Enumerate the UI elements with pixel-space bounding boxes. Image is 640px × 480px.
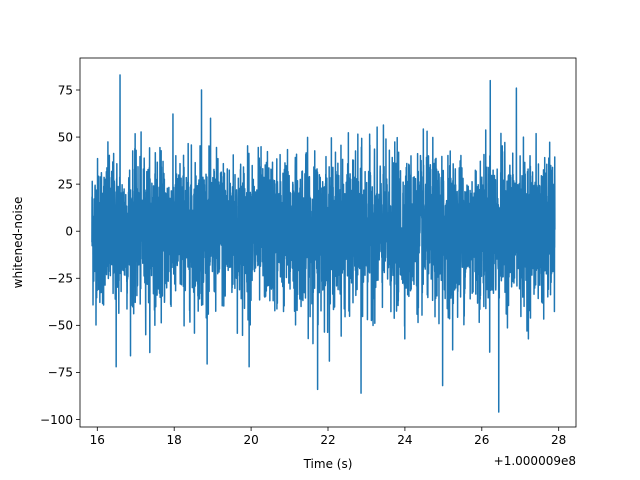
- y-tick-label: 50: [58, 130, 73, 144]
- x-tick-label: 22: [320, 433, 335, 447]
- x-axis-label: Time (s): [303, 457, 353, 471]
- x-axis-ticks: 16 18 20 22 24 26 28: [90, 427, 566, 447]
- x-tick-label: 20: [243, 433, 258, 447]
- y-tick-label: −75: [48, 366, 73, 380]
- x-tick-label: 26: [474, 433, 489, 447]
- x-tick-label: 28: [551, 433, 566, 447]
- noise-series-line: [91, 74, 556, 413]
- x-tick-label: 24: [397, 433, 412, 447]
- y-axis-label: whitened-noise: [11, 197, 25, 289]
- y-tick-label: 0: [65, 225, 73, 239]
- y-tick-label: 25: [58, 177, 73, 191]
- y-tick-label: −100: [40, 413, 73, 427]
- x-tick-label: 16: [90, 433, 105, 447]
- x-tick-label: 18: [167, 433, 182, 447]
- y-tick-label: 75: [58, 83, 73, 97]
- y-tick-label: −50: [48, 319, 73, 333]
- y-axis-ticks: −100 −75 −50 −25 0 25 50 75: [40, 83, 80, 427]
- x-axis-offset: +1.000009e8: [494, 454, 576, 468]
- series-layer: [91, 74, 556, 413]
- y-tick-label: −25: [48, 272, 73, 286]
